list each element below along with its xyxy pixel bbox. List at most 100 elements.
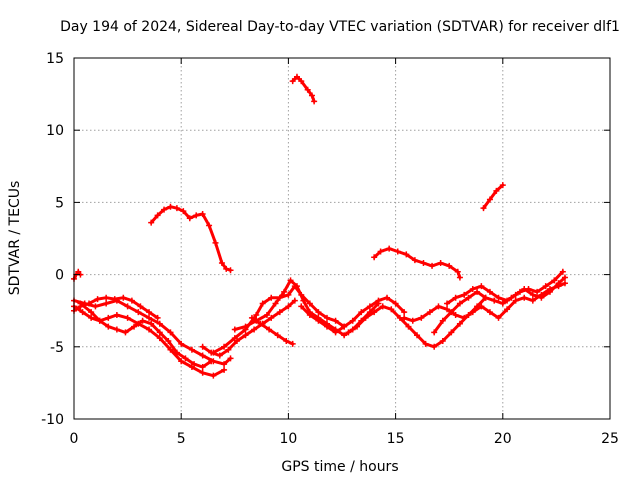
data-point: [354, 323, 361, 330]
data-point: [456, 274, 463, 281]
data-point: [113, 326, 120, 333]
data-point: [283, 338, 290, 345]
series-line: [72, 270, 82, 281]
data-point: [86, 300, 93, 307]
data-point: [146, 326, 153, 333]
data-point: [435, 303, 442, 310]
x-tick-label: 20: [494, 431, 512, 447]
data-point: [231, 335, 238, 342]
data-point: [167, 329, 174, 336]
data-point: [323, 314, 330, 321]
y-tick-label: -10: [41, 412, 64, 428]
data-point: [79, 309, 86, 316]
data-point: [349, 317, 356, 324]
data-point: [529, 297, 536, 304]
data-point: [287, 277, 294, 284]
data-point: [199, 369, 206, 376]
data-point: [551, 277, 558, 284]
data-point: [148, 320, 155, 327]
data-point: [486, 309, 493, 316]
data-point: [124, 314, 131, 321]
series-line: [372, 247, 462, 279]
data-point: [92, 303, 99, 310]
axis-ticks: [73, 57, 611, 420]
data-point: [315, 317, 322, 324]
data-point: [289, 340, 296, 347]
y-tick-label: 0: [55, 268, 64, 284]
data-point: [480, 205, 487, 212]
data-point: [257, 320, 264, 327]
x-tick-label: 5: [177, 431, 186, 447]
data-point: [538, 294, 545, 301]
data-point: [285, 303, 292, 310]
series-arc-i: [298, 294, 408, 336]
series-line: [149, 205, 232, 272]
data-point: [137, 303, 144, 310]
series-arc-q: [480, 182, 506, 212]
data-point: [146, 314, 153, 321]
data-point: [392, 300, 399, 307]
series-arc-f: [210, 283, 348, 356]
data-point: [272, 300, 279, 307]
data-point: [521, 286, 528, 293]
data-point: [248, 314, 255, 321]
data-point: [199, 352, 206, 359]
data-point: [94, 296, 101, 303]
data-point: [478, 283, 485, 290]
data-point: [231, 326, 238, 333]
data-point: [298, 303, 305, 310]
series-line: [432, 270, 565, 334]
series-arc-m: [444, 274, 568, 307]
data-point: [221, 366, 228, 373]
data-point: [291, 297, 298, 304]
data-point: [263, 312, 270, 319]
data-point: [486, 196, 493, 203]
data-point: [469, 309, 476, 316]
data-point: [210, 349, 217, 356]
data-point: [461, 314, 468, 321]
data-point: [375, 297, 382, 304]
data-point: [77, 303, 84, 310]
data-point: [146, 309, 153, 316]
data-point: [469, 286, 476, 293]
chart-title: Day 194 of 2024, Sidereal Day-to-day VTE…: [60, 19, 620, 35]
data-point: [199, 364, 206, 371]
data-point: [156, 329, 163, 336]
data-point: [180, 208, 187, 215]
data-point: [251, 326, 258, 333]
data-point: [420, 260, 427, 267]
data-point: [188, 346, 195, 353]
data-point: [308, 92, 315, 99]
data-point: [105, 314, 112, 321]
data-point: [439, 317, 446, 324]
data-point: [221, 361, 228, 368]
data-point: [242, 332, 249, 339]
data-point: [512, 297, 519, 304]
data-point: [268, 294, 275, 301]
data-point: [156, 335, 163, 342]
data-point: [418, 314, 425, 321]
data-point: [486, 288, 493, 295]
data-point: [332, 317, 339, 324]
data-point: [88, 309, 95, 316]
data-point: [388, 306, 395, 313]
data-point: [285, 291, 292, 298]
data-point: [289, 78, 296, 85]
data-point: [223, 265, 230, 272]
data-point: [139, 317, 146, 324]
data-point: [534, 288, 541, 295]
data-point: [431, 329, 438, 336]
x-tick-label: 0: [70, 431, 79, 447]
series-arc-e: [199, 297, 298, 359]
data-point: [178, 358, 185, 365]
data-point: [167, 203, 174, 210]
data-point: [478, 303, 485, 310]
data-point: [199, 210, 206, 217]
data-point: [379, 303, 386, 310]
data-point: [332, 329, 339, 336]
data-point: [546, 288, 553, 295]
data-point: [422, 340, 429, 347]
data-point: [122, 329, 129, 336]
y-tick-label: 10: [46, 123, 64, 139]
